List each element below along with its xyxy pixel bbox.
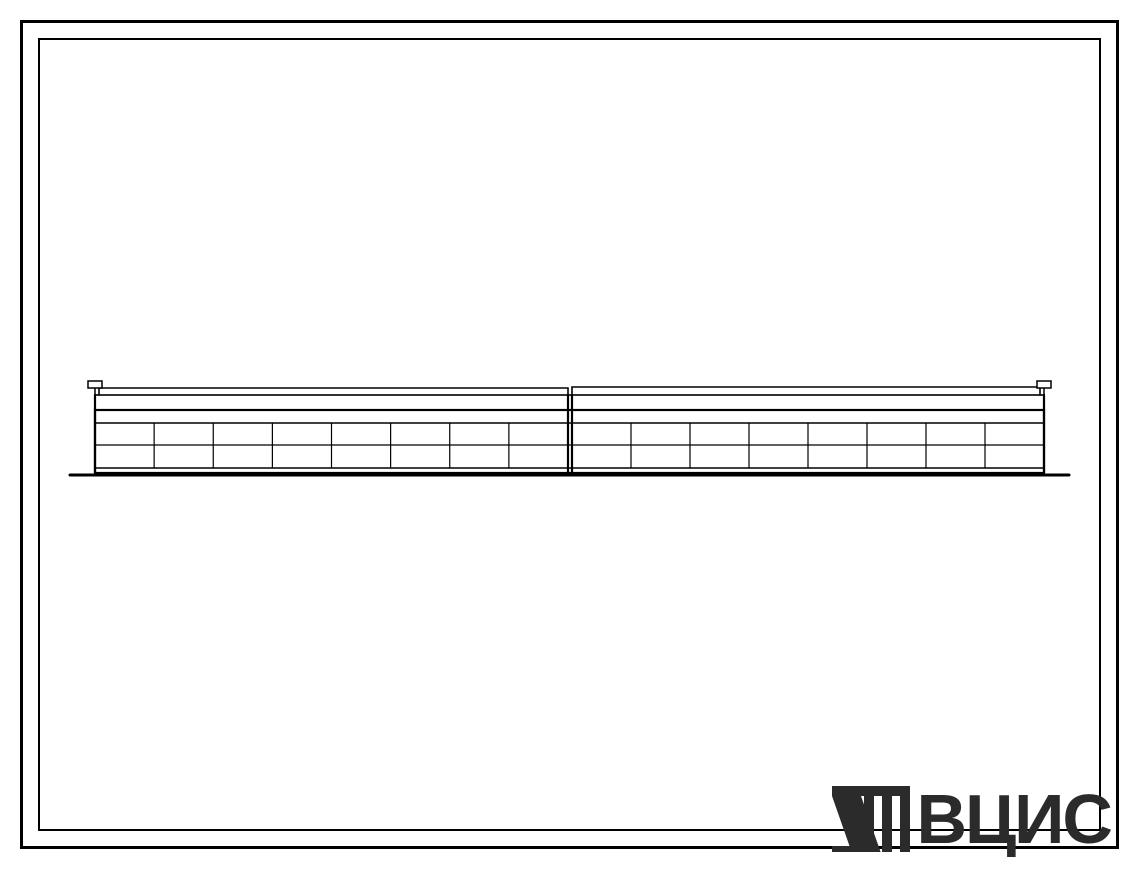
elevation-drawing	[0, 0, 1139, 869]
logo-text: ВЦИС	[916, 779, 1111, 859]
logo: ВЦИС	[832, 779, 1111, 859]
elevation-group	[70, 381, 1069, 475]
logo-mark	[832, 786, 910, 852]
